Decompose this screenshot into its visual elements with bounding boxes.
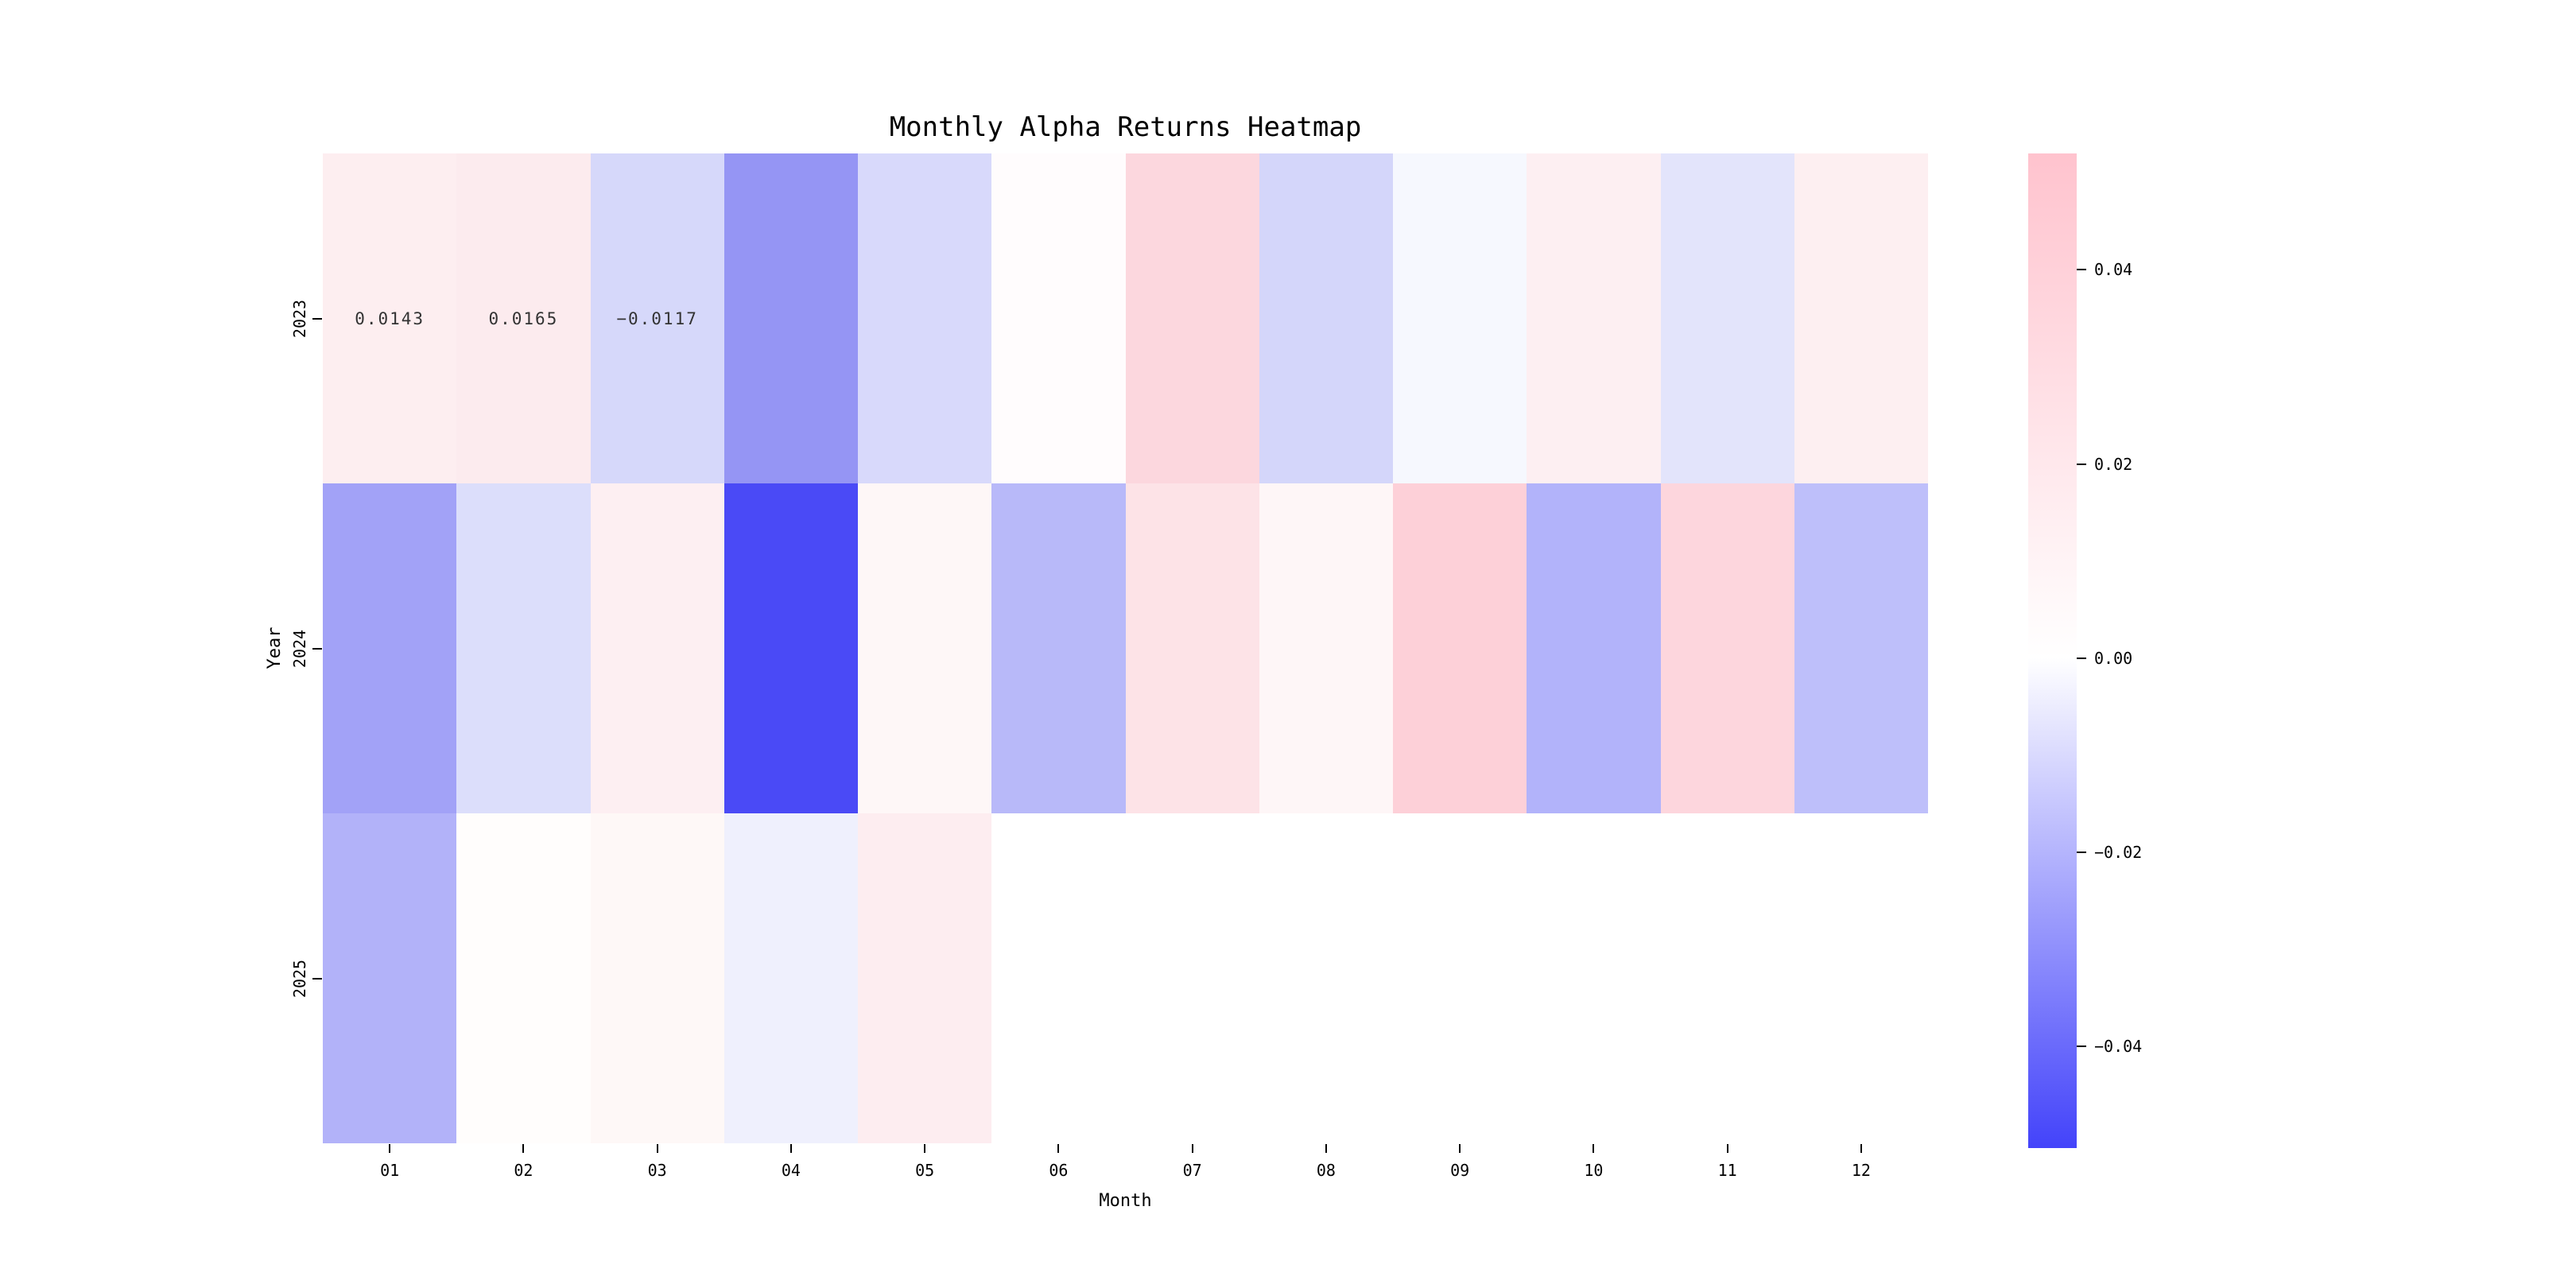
colorbar-tick-mark-0.00 bbox=[2077, 657, 2086, 659]
x-tick-mark-11 bbox=[1726, 1144, 1728, 1153]
heatmap-cell-2024-08 bbox=[1259, 483, 1393, 813]
x-tick-mark-03 bbox=[656, 1144, 658, 1153]
x-tick-label-10: 10 bbox=[1584, 1161, 1604, 1180]
heatmap-cell-2024-01 bbox=[323, 483, 457, 813]
x-tick-label-07: 07 bbox=[1182, 1161, 1202, 1180]
heatmap-cell-2024-07 bbox=[1125, 483, 1259, 813]
x-tick-label-12: 12 bbox=[1851, 1161, 1871, 1180]
heatmap-cell-2023-02: 0.0165 bbox=[456, 153, 591, 483]
x-tick-label-06: 06 bbox=[1049, 1161, 1069, 1180]
heatmap-cell-2025-04 bbox=[724, 813, 858, 1143]
chart-title: Monthly Alpha Returns Heatmap bbox=[889, 111, 1362, 143]
heatmap-cell-2023-09 bbox=[1393, 153, 1527, 483]
heatmap-cell-2023-01: 0.0143 bbox=[323, 153, 457, 483]
heatmap-cell-2023-06 bbox=[991, 153, 1126, 483]
heatmap-cell-2023-12 bbox=[1794, 153, 1928, 483]
heatmap-cell-2025-02 bbox=[456, 813, 591, 1143]
heatmap-cell-2025-09 bbox=[1393, 813, 1527, 1143]
y-tick-mark-2024 bbox=[312, 647, 322, 650]
heatmap-cell-2023-03: −0.0117 bbox=[590, 153, 724, 483]
x-tick-label-09: 09 bbox=[1450, 1161, 1470, 1180]
heatmap-cell-2023-08 bbox=[1259, 153, 1393, 483]
x-tick-mark-12 bbox=[1860, 1144, 1862, 1153]
x-tick-mark-06 bbox=[1057, 1144, 1060, 1153]
colorbar-tick-mark-−0.02 bbox=[2077, 851, 2086, 853]
heatmap-cell-2025-08 bbox=[1259, 813, 1393, 1143]
heatmap-cell-2023-05 bbox=[858, 153, 992, 483]
heatmap-cell-2025-01 bbox=[323, 813, 457, 1143]
y-tick-mark-2025 bbox=[312, 977, 322, 980]
heatmap-cell-2025-12 bbox=[1794, 813, 1928, 1143]
heatmap-cell-2024-10 bbox=[1527, 483, 1661, 813]
x-tick-label-11: 11 bbox=[1717, 1161, 1737, 1180]
heatmap-cell-2024-05 bbox=[858, 483, 992, 813]
colorbar-tick-mark-−0.04 bbox=[2077, 1045, 2086, 1047]
x-tick-mark-05 bbox=[924, 1144, 926, 1153]
x-tick-label-03: 03 bbox=[647, 1161, 667, 1180]
x-tick-label-01: 01 bbox=[380, 1161, 400, 1180]
heatmap-cell-2024-06 bbox=[991, 483, 1126, 813]
x-axis-label: Month bbox=[1099, 1191, 1152, 1211]
x-tick-label-05: 05 bbox=[915, 1161, 935, 1180]
heatmap-grid: 0.0143 0.0165 −0.0117 bbox=[323, 153, 1928, 1143]
x-tick-mark-07 bbox=[1191, 1144, 1193, 1153]
heatmap-cell-2023-04 bbox=[724, 153, 858, 483]
heatmap-cell-2025-06 bbox=[991, 813, 1125, 1143]
heatmap-cell-2024-03 bbox=[590, 483, 724, 813]
x-tick-mark-04 bbox=[789, 1144, 792, 1153]
colorbar-gradient bbox=[2028, 153, 2077, 1148]
heatmap-cell-2024-11 bbox=[1660, 483, 1794, 813]
x-tick-mark-08 bbox=[1325, 1144, 1327, 1153]
x-tick-mark-10 bbox=[1593, 1144, 1595, 1153]
heatmap-cell-2024-09 bbox=[1393, 483, 1527, 813]
heatmap-cell-2024-02 bbox=[456, 483, 591, 813]
x-tick-label-04: 04 bbox=[781, 1161, 801, 1180]
heatmap-cell-2025-07 bbox=[1126, 813, 1259, 1143]
colorbar-tick-mark-0.04 bbox=[2077, 269, 2086, 271]
heatmap-cell-2023-11 bbox=[1660, 153, 1794, 483]
x-tick-mark-02 bbox=[522, 1144, 525, 1153]
x-tick-mark-09 bbox=[1459, 1144, 1461, 1153]
heatmap-cell-2025-03 bbox=[590, 813, 724, 1143]
heatmap-cell-2025-05 bbox=[858, 813, 992, 1143]
x-tick-label-02: 02 bbox=[514, 1161, 533, 1180]
heatmap-cell-2023-07 bbox=[1125, 153, 1259, 483]
x-tick-label-08: 08 bbox=[1316, 1161, 1336, 1180]
colorbar-tick-mark-0.02 bbox=[2077, 463, 2086, 465]
y-tick-mark-2023 bbox=[312, 317, 322, 320]
heatmap-cell-2025-11 bbox=[1661, 813, 1794, 1143]
x-tick-mark-01 bbox=[389, 1144, 391, 1153]
heatmap-cell-2025-10 bbox=[1527, 813, 1660, 1143]
heatmap-cell-2024-04 bbox=[724, 483, 858, 813]
heatmap-cell-2024-12 bbox=[1794, 483, 1928, 813]
heatmap-cell-2023-10 bbox=[1527, 153, 1661, 483]
